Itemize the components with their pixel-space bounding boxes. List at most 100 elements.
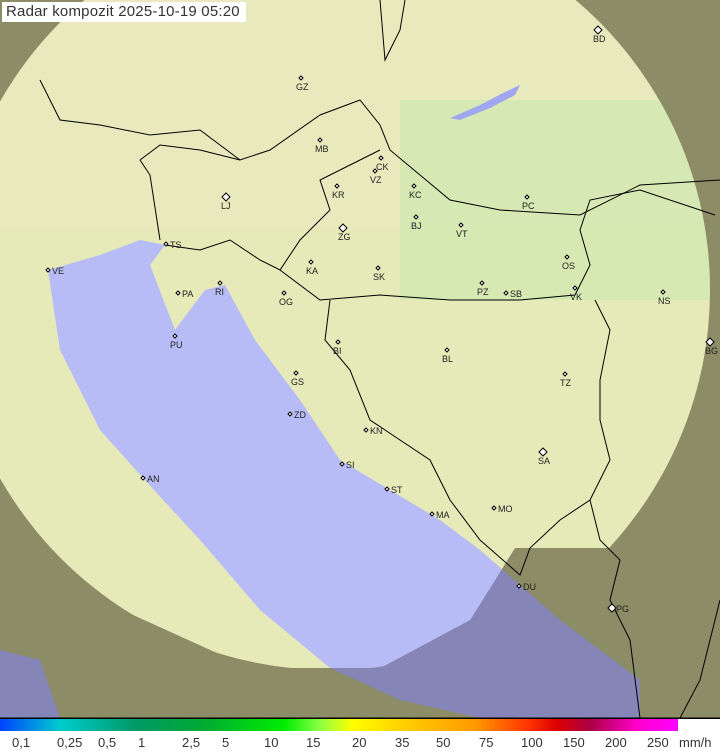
legend-unit: mm/h [679,735,712,750]
city-diamond-icon [572,285,578,291]
city-diamond-icon [562,371,568,377]
city-label: OG [279,297,293,307]
city-diamond-icon [293,370,299,376]
city-label: LJ [221,201,231,211]
city-diamond-icon [413,214,419,220]
city-label: VE [52,266,64,276]
city-label: AN [147,474,160,484]
legend-label: 50 [436,735,451,750]
city-marker-kr: KR [332,183,345,200]
city-label: KR [332,190,345,200]
city-marker-mo: MO [491,504,513,514]
city-marker-an: AN [140,474,160,484]
city-label: BI [333,346,342,356]
legend-label: 150 [563,735,585,750]
borders [39,0,720,718]
city-marker-ka: KA [306,259,318,276]
city-marker-vz: VZ [370,168,382,185]
city-diamond-icon [339,461,345,467]
city-label: GS [291,377,304,387]
city-diamond-icon [372,168,378,174]
city-diamond-icon [221,192,231,202]
city-marker-ts: TS [163,240,182,250]
city-marker-zd: ZD [287,410,306,420]
city-diamond-icon [458,222,464,228]
city-label: SA [538,456,550,466]
city-label: ZG [338,232,351,242]
legend-label: 250 [647,735,669,750]
legend-label: 35 [395,735,410,750]
city-diamond-icon [163,241,169,247]
city-diamond-icon [444,347,450,353]
city-marker-pg: PG [607,603,629,614]
city-diamond-icon [705,337,715,347]
city-label: ZD [294,410,306,420]
city-diamond-icon [411,183,417,189]
city-diamond-icon [140,475,146,481]
city-marker-sa: SA [538,447,550,466]
city-diamond-icon [378,155,384,161]
city-label: MO [498,504,513,514]
city-label: KA [306,266,318,276]
city-diamond-icon [298,75,304,81]
city-label: BL [442,354,453,364]
city-marker-bl: BL [442,347,453,364]
city-marker-gs: GS [291,370,304,387]
city-marker-kn: KN [363,426,383,436]
city-label: VZ [370,175,382,185]
city-marker-lj: LJ [221,192,231,211]
city-diamond-icon [287,411,293,417]
legend-label: 1 [138,735,146,750]
city-label: SB [510,289,522,299]
city-diamond-icon [335,339,341,345]
legend-label: 75 [479,735,494,750]
city-label: SK [373,272,385,282]
city-marker-mb: MB [315,137,329,154]
city-diamond-icon [308,259,314,265]
city-marker-pc: PC [522,194,535,211]
city-label: BG [705,346,718,356]
city-diamond-icon [524,194,530,200]
city-marker-bj: BJ [411,214,422,231]
city-label: PC [522,201,535,211]
city-diamond-icon [607,603,617,613]
city-diamond-icon [172,333,178,339]
city-diamond-icon [503,290,509,296]
city-marker-ri: RI [215,280,224,297]
city-label: ST [391,485,403,495]
city-diamond-icon [175,290,181,296]
city-diamond-icon [538,447,548,457]
city-marker-og: OG [279,290,293,307]
map-title: Radar kompozit 2025-10-19 05:20 [2,2,246,22]
city-marker-vt: VT [456,222,468,239]
city-label: DU [523,582,536,592]
city-marker-bi: BI [333,339,342,356]
city-diamond-icon [593,25,603,35]
city-marker-bg: BG [705,337,718,356]
city-label: PG [616,604,629,614]
city-diamond-icon [338,223,348,233]
lake-balaton [450,85,520,120]
city-marker-ns: NS [658,289,671,306]
radar-map[interactable]: BD GZ MB CK VZ KR KC PC LJ ZG BJ VT TS VE RI KA SK OS PA OG… [0,0,720,719]
city-label: MB [315,144,329,154]
city-diamond-icon [363,427,369,433]
city-label: BD [593,34,606,44]
city-marker-sb: SB [503,289,522,299]
city-label: MA [436,510,450,520]
city-diamond-icon [491,505,497,511]
city-label: VT [456,229,468,239]
city-marker-os: OS [562,254,575,271]
city-label: TZ [560,378,571,388]
city-diamond-icon [45,267,51,273]
legend-label: 20 [352,735,367,750]
legend-label: 200 [605,735,627,750]
city-label: NS [658,296,671,306]
city-label: VK [570,292,582,302]
city-label: PU [170,340,183,350]
city-diamond-icon [429,511,435,517]
legend-label: 2,5 [182,735,201,750]
city-diamond-icon [317,137,323,143]
city-label: SI [346,460,355,470]
city-diamond-icon [564,254,570,260]
